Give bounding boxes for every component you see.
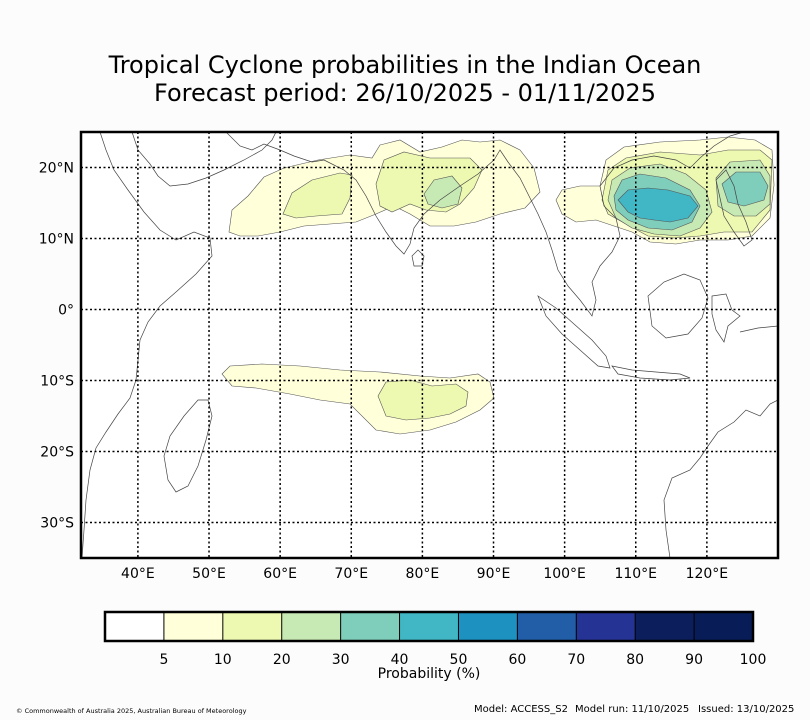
copyright-notice: © Commonwealth of Australia 2025, Austra…: [16, 707, 247, 715]
colorbar-tick-label: 40: [391, 652, 409, 668]
colorbar-swatch: [694, 612, 753, 641]
colorbar-tick-label: 50: [450, 652, 468, 668]
colorbar-tick-label: 100: [740, 652, 767, 668]
colorbar-frame: [103, 610, 755, 643]
coastline-java: [611, 365, 691, 381]
colorbar-swatch: [281, 612, 341, 641]
coastline-australia: [663, 399, 778, 558]
colorbar-tick-label: 70: [567, 652, 585, 668]
model-run-date: Model run: 11/10/2025: [575, 704, 690, 715]
colorbar-tick-label: 10: [214, 652, 232, 668]
chart-title-line1: Tropical Cyclone probabilities in the In…: [108, 51, 702, 79]
contour-20pct-bay-of-bengal: [423, 175, 463, 209]
coastline-persian-gulf: [225, 132, 325, 163]
colorbar-tick-label: 90: [685, 652, 703, 668]
colorbar-swatch: [635, 612, 695, 641]
coastline-india: [323, 149, 553, 255]
longitude-label: 70°E: [334, 566, 368, 582]
latitude-label: 10°S: [40, 374, 74, 390]
latitude-label: 20°N: [39, 161, 74, 177]
graticule: [81, 132, 778, 558]
colorbar-swatch: [163, 612, 223, 641]
coastline-madagascar: [163, 399, 213, 493]
longitude-label: 80°E: [406, 566, 440, 582]
latitude-label: 10°N: [39, 232, 74, 248]
latitude-label: 0°: [58, 303, 74, 319]
coastline-borneo: [647, 273, 709, 339]
colorbar-tick-label: 30: [332, 652, 350, 668]
model-name: Model: ACCESS_S2: [474, 704, 568, 715]
colorbar-tick-label: 5: [159, 652, 168, 668]
colorbar-swatch: [517, 612, 577, 641]
longitude-label: 100°E: [543, 566, 586, 582]
coastline-indochina: [551, 132, 745, 317]
coastline-philippines: [715, 169, 753, 247]
coastline-arabia: [131, 132, 277, 187]
longitude-labels: 40°E 50°E 60°E 70°E 80°E 90°E 100°E 110°E 120°E: [121, 566, 728, 582]
longitude-label: 60°E: [263, 566, 297, 582]
issued-date: Issued: 13/10/2025: [698, 704, 795, 715]
coastline-east-africa: [81, 132, 213, 558]
colorbar-swatch: [340, 612, 400, 641]
coastlines: [81, 132, 778, 558]
longitude-label: 120°E: [686, 566, 729, 582]
coastline-sri-lanka: [411, 249, 425, 267]
coastline-sulawesi: [711, 293, 741, 343]
colorbar-swatch: [105, 612, 164, 641]
coastline-sumatra: [537, 295, 611, 369]
colorbar-swatch: [576, 612, 636, 641]
colorbar-tick-label: 60: [508, 652, 526, 668]
latitude-label: 20°S: [40, 445, 74, 461]
colorbar: [105, 612, 753, 641]
coastline-new-guinea: [739, 325, 778, 333]
chart-title-line2: Forecast period: 26/10/2025 - 01/11/2025: [154, 79, 656, 107]
longitude-label: 40°E: [121, 566, 155, 582]
colorbar-tick-label: 20: [273, 652, 291, 668]
contour-30pct-philippine-sea: [721, 171, 769, 207]
longitude-label: 110°E: [614, 566, 657, 582]
colorbar-swatch: [458, 612, 518, 641]
map-frame: [79, 130, 780, 560]
colorbar-label: Probability (%): [378, 666, 481, 682]
colorbar-swatch: [222, 612, 282, 641]
longitude-label: 90°E: [477, 566, 511, 582]
colorbar-swatch: [399, 612, 459, 641]
colorbar-tick-labels: 5 10 20 30 40 50 60 70 80 90 100: [159, 652, 766, 668]
latitude-labels: 20°N 10°N 0° 10°S 20°S 30°S: [39, 161, 74, 532]
contour-40pct-south-china-sea: [617, 187, 699, 223]
latitude-label: 30°S: [40, 516, 74, 532]
longitude-label: 50°E: [192, 566, 226, 582]
colorbar-tick-label: 80: [626, 652, 644, 668]
